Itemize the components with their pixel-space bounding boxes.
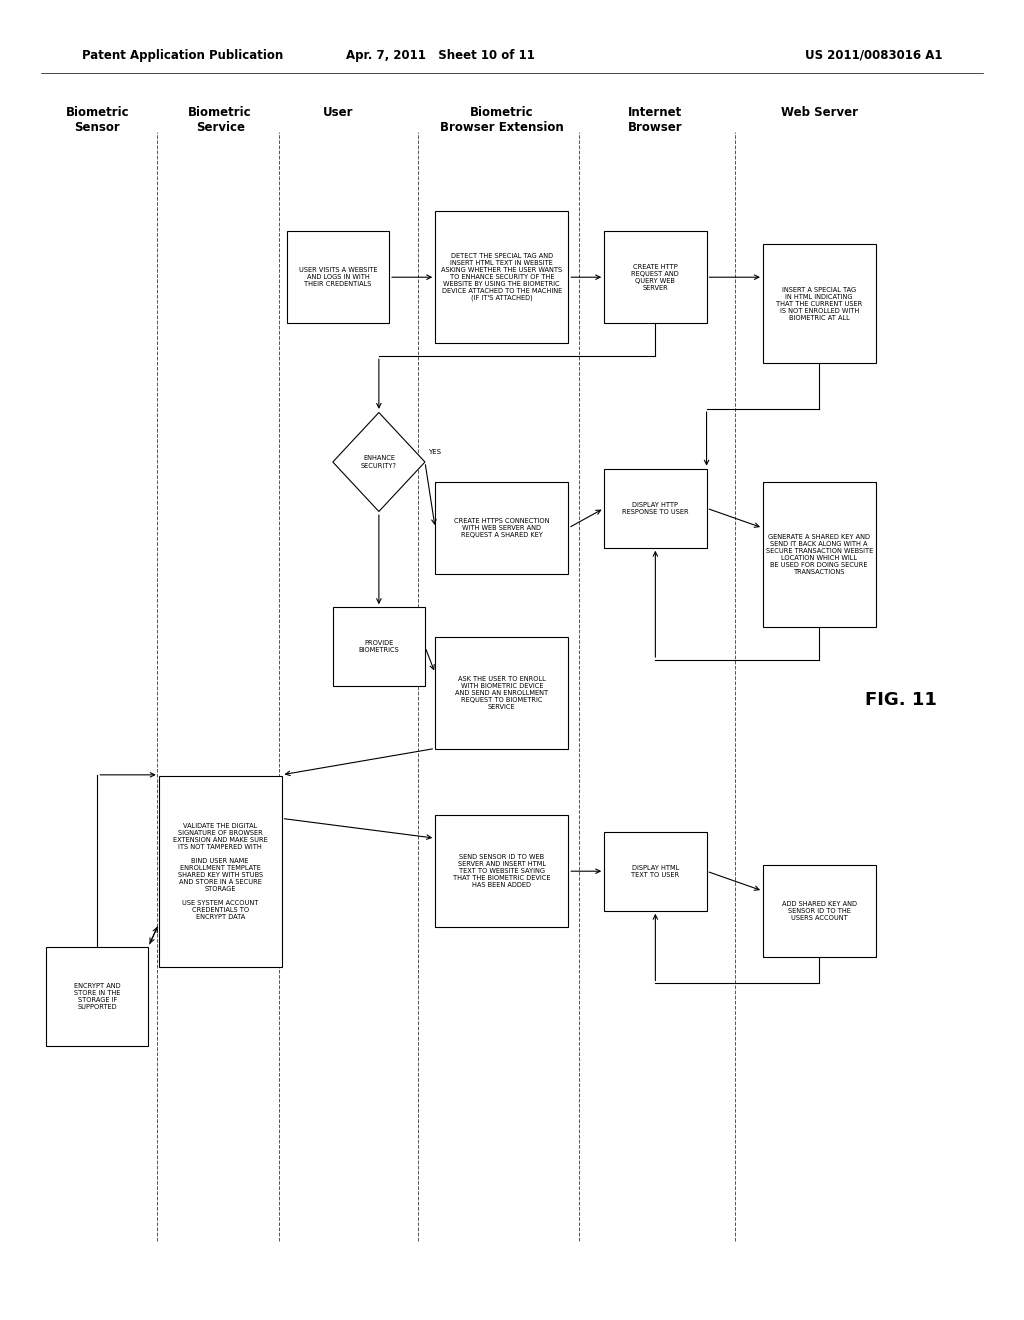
Text: ENCRYPT AND
STORE IN THE
STORAGE IF
SUPPORTED: ENCRYPT AND STORE IN THE STORAGE IF SUPP… (74, 983, 121, 1010)
Text: US 2011/0083016 A1: US 2011/0083016 A1 (805, 49, 942, 62)
Text: DISPLAY HTTP
RESPONSE TO USER: DISPLAY HTTP RESPONSE TO USER (622, 502, 689, 515)
FancyBboxPatch shape (435, 814, 568, 927)
Text: CREATE HTTPS CONNECTION
WITH WEB SERVER AND
REQUEST A SHARED KEY: CREATE HTTPS CONNECTION WITH WEB SERVER … (454, 517, 550, 539)
Text: ADD SHARED KEY AND
SENSOR ID TO THE
USERS ACCOUNT: ADD SHARED KEY AND SENSOR ID TO THE USER… (781, 900, 857, 921)
Text: Biometric
Browser Extension: Biometric Browser Extension (440, 106, 563, 133)
Text: Web Server: Web Server (780, 106, 858, 119)
Text: FIG. 11: FIG. 11 (865, 690, 937, 709)
Text: ASK THE USER TO ENROLL
WITH BIOMETRIC DEVICE
AND SEND AN ENROLLMENT
REQUEST TO B: ASK THE USER TO ENROLL WITH BIOMETRIC DE… (456, 676, 548, 710)
FancyBboxPatch shape (46, 948, 148, 1045)
Text: Biometric
Service: Biometric Service (188, 106, 252, 133)
Text: YES: YES (428, 449, 441, 455)
FancyBboxPatch shape (763, 865, 876, 957)
Polygon shape (333, 412, 425, 511)
Text: User: User (323, 106, 353, 119)
Text: GENERATE A SHARED KEY AND
SEND IT BACK ALONG WITH A
SECURE TRANSACTION WEBSITE
L: GENERATE A SHARED KEY AND SEND IT BACK A… (766, 533, 872, 576)
FancyBboxPatch shape (763, 244, 876, 363)
FancyBboxPatch shape (435, 482, 568, 574)
Text: DISPLAY HTML
TEXT TO USER: DISPLAY HTML TEXT TO USER (632, 865, 679, 878)
FancyBboxPatch shape (333, 607, 425, 686)
FancyBboxPatch shape (159, 776, 282, 966)
FancyBboxPatch shape (604, 231, 707, 323)
Text: USER VISITS A WEBSITE
AND LOGS IN WITH
THEIR CREDENTIALS: USER VISITS A WEBSITE AND LOGS IN WITH T… (299, 267, 377, 288)
FancyBboxPatch shape (287, 231, 389, 323)
FancyBboxPatch shape (604, 832, 707, 911)
Text: Biometric
Sensor: Biometric Sensor (66, 106, 129, 133)
Text: VALIDATE THE DIGITAL
SIGNATURE OF BROWSER
EXTENSION AND MAKE SURE
ITS NOT TAMPER: VALIDATE THE DIGITAL SIGNATURE OF BROWSE… (173, 822, 267, 920)
Text: Apr. 7, 2011   Sheet 10 of 11: Apr. 7, 2011 Sheet 10 of 11 (346, 49, 535, 62)
Text: INSERT A SPECIAL TAG
IN HTML INDICATING
THAT THE CURRENT USER
IS NOT ENROLLED WI: INSERT A SPECIAL TAG IN HTML INDICATING … (776, 286, 862, 321)
Text: CREATE HTTP
REQUEST AND
QUERY WEB
SERVER: CREATE HTTP REQUEST AND QUERY WEB SERVER (632, 264, 679, 290)
Text: DETECT THE SPECIAL TAG AND
INSERT HTML TEXT IN WEBSITE
ASKING WHETHER THE USER W: DETECT THE SPECIAL TAG AND INSERT HTML T… (441, 253, 562, 301)
Text: SEND SENSOR ID TO WEB
SERVER AND INSERT HTML
TEXT TO WEBSITE SAYING
THAT THE BIO: SEND SENSOR ID TO WEB SERVER AND INSERT … (453, 854, 551, 888)
Text: Internet
Browser: Internet Browser (628, 106, 683, 133)
Text: ENHANCE
SECURITY?: ENHANCE SECURITY? (360, 455, 397, 469)
FancyBboxPatch shape (435, 211, 568, 343)
Text: Patent Application Publication: Patent Application Publication (82, 49, 284, 62)
Text: PROVIDE
BIOMETRICS: PROVIDE BIOMETRICS (358, 640, 399, 653)
FancyBboxPatch shape (763, 482, 876, 627)
FancyBboxPatch shape (604, 469, 707, 548)
FancyBboxPatch shape (435, 638, 568, 750)
